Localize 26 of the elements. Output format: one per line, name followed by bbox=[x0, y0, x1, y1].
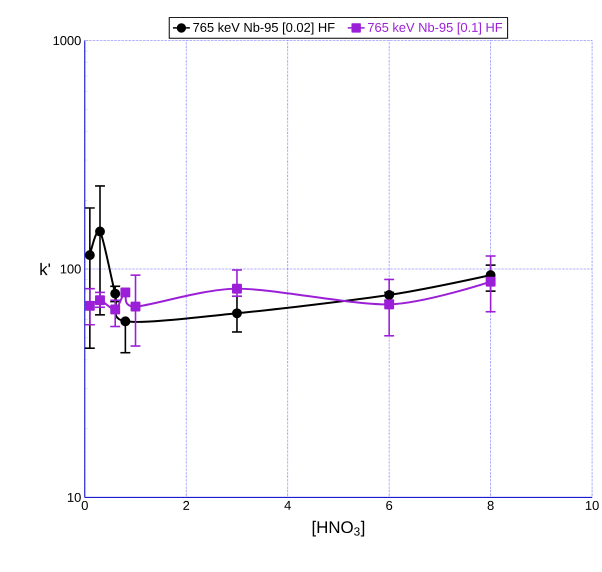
x-tick-label: 10 bbox=[586, 501, 599, 510]
point bbox=[486, 276, 496, 287]
point bbox=[232, 308, 242, 318]
point bbox=[120, 288, 130, 298]
legend-label: 765 keV Nb-95 [0.02] HF bbox=[193, 22, 335, 35]
point bbox=[110, 288, 120, 299]
point bbox=[84, 250, 95, 260]
point bbox=[84, 301, 95, 311]
x-tick-label: 8 bbox=[488, 501, 494, 510]
x-tick-label: 0 bbox=[82, 501, 88, 510]
x-tick-label: 6 bbox=[386, 501, 392, 510]
y-axis-title: k' bbox=[40, 263, 50, 276]
point bbox=[120, 316, 130, 326]
point bbox=[95, 295, 105, 306]
point bbox=[232, 284, 242, 294]
y-tick-label: 100 bbox=[60, 264, 81, 274]
x-tick-label: 2 bbox=[183, 501, 190, 510]
y-tick-label: 10 bbox=[68, 492, 81, 502]
point bbox=[95, 226, 105, 237]
legend-label: 765 keV Nb-95 [0.1] HF bbox=[368, 22, 502, 35]
x-tick-label: 4 bbox=[284, 501, 291, 510]
y-tick-label: 1000 bbox=[54, 36, 81, 46]
point bbox=[130, 302, 140, 312]
point bbox=[110, 304, 120, 315]
point bbox=[384, 300, 394, 310]
x-axis-title: [HNO$_{3}$] bbox=[312, 520, 364, 537]
